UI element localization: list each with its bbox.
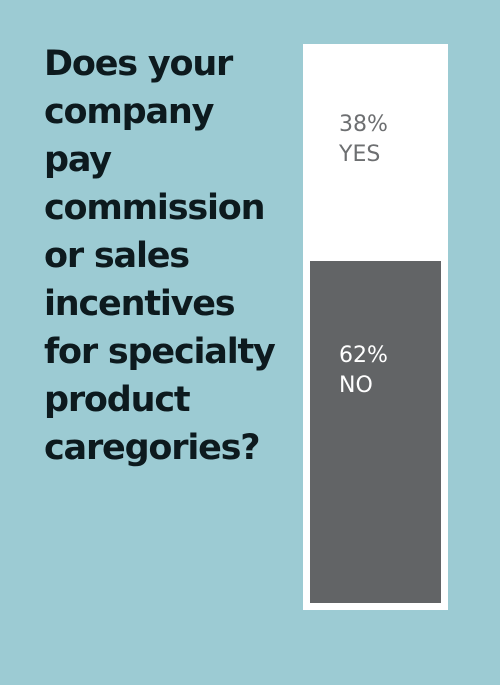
stacked-bar: 38% YES 62% NO xyxy=(303,44,448,610)
segment-name-yes: YES xyxy=(339,142,381,167)
segment-percent-yes: 38% xyxy=(339,112,388,137)
segment-percent-no: 62% xyxy=(339,342,388,368)
question-title: Does your company pay commission or sale… xyxy=(44,44,276,468)
segment-name-no: NO xyxy=(339,372,373,398)
bar-segment-no: 62% NO xyxy=(310,260,441,603)
segment-label-yes: 38% YES xyxy=(339,110,388,170)
segment-label-no: 62% NO xyxy=(339,341,388,401)
bar-segment-yes: 38% YES xyxy=(303,44,448,261)
